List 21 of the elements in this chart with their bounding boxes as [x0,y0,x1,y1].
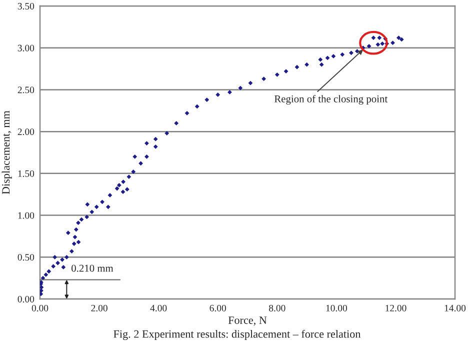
y-tick-label: 1.00 [18,212,34,219]
x-tick-label: 8.00 [269,304,286,312]
x-tick-label: 14.00 [444,304,466,312]
x-tick-label: 0.00 [32,304,48,312]
y-tick-label: 3.50 [18,2,34,10]
x-tick-label: 10.00 [326,304,347,312]
x-tick-label: 6.00 [210,304,226,312]
y-tick-label: 0.00 [18,296,34,303]
x-tick-label: 4.00 [150,304,167,312]
x-tick-label: 12.00 [386,304,406,312]
annotation: 0.210 mm [72,264,114,272]
annotation: Region of the closing point [274,94,388,105]
y-tick-label: 2.00 [18,128,34,136]
x-axis-title: Force, N [228,316,267,326]
y-tick-label: 0.50 [18,254,34,261]
caption: Fig. 2 Experiment results: displacement – force relation [114,330,361,340]
y-tick-label: 3.00 [18,44,34,52]
x-tick-label: 2.00 [91,304,108,312]
y-tick-label: 1.50 [18,170,34,177]
y-tick-label: 2.50 [18,86,34,94]
y-axis-title: Displacement, mm [2,110,12,194]
